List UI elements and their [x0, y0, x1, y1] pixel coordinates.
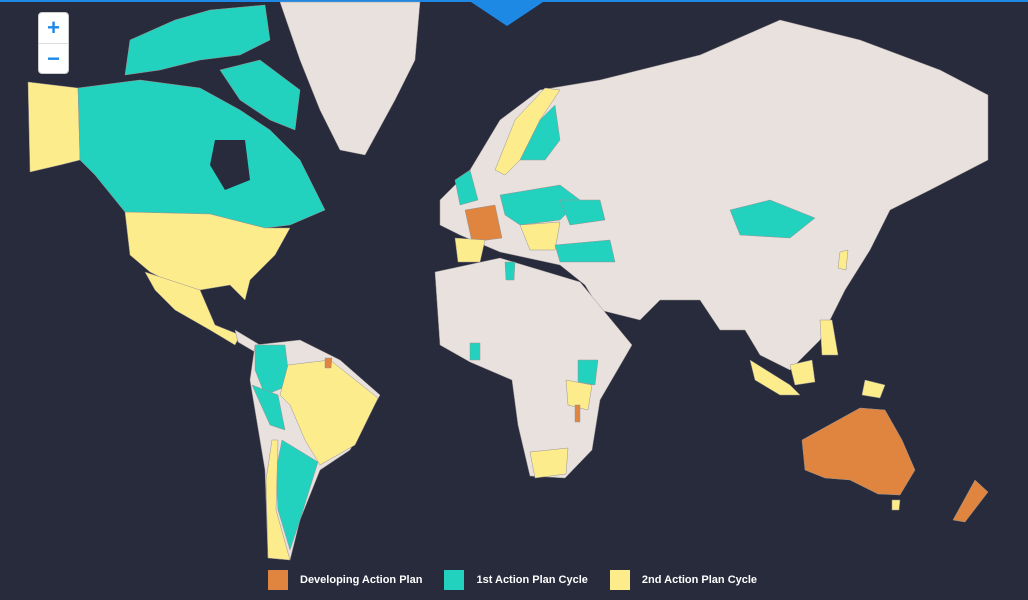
legend-item: Developing Action Plan	[268, 570, 422, 590]
tasmania	[891, 499, 901, 511]
africa	[434, 257, 633, 479]
ghana	[469, 342, 481, 361]
ukraine	[559, 199, 606, 226]
malawi	[574, 404, 581, 423]
central-europe	[499, 184, 581, 226]
legend-swatch	[268, 570, 288, 590]
guiana	[324, 357, 333, 369]
mongolia	[729, 199, 816, 239]
zoom-control: + −	[38, 12, 69, 74]
philippines	[819, 319, 839, 356]
legend-label: Developing Action Plan	[300, 574, 423, 586]
south-africa	[529, 447, 569, 479]
baffin	[219, 59, 301, 131]
brazil	[279, 359, 379, 466]
chile	[265, 439, 291, 561]
legend-item: 2nd Action Plan Cycle	[609, 570, 758, 590]
legend-label: 1st Action Plan Cycle	[476, 574, 588, 586]
canada	[77, 79, 326, 229]
borneo	[789, 359, 816, 386]
uk	[454, 169, 479, 206]
legend-swatch	[609, 570, 630, 590]
greenland	[279, 1, 421, 156]
spain	[454, 237, 486, 263]
france	[464, 204, 503, 243]
korea	[837, 249, 849, 271]
legend-item: 1st Action Plan Cycle	[444, 570, 588, 590]
usa	[124, 211, 291, 301]
hudson-bay	[210, 140, 250, 190]
legend-swatch	[444, 570, 465, 590]
balkans	[519, 221, 561, 251]
legend-label: 2nd Action Plan Cycle	[641, 574, 758, 586]
kenya	[577, 359, 599, 386]
norway	[494, 87, 561, 176]
png	[861, 379, 886, 399]
mexico	[144, 271, 241, 346]
arctic-islands	[124, 4, 271, 76]
indonesia	[749, 359, 801, 396]
australia	[801, 407, 916, 496]
zoom-in-button[interactable]: +	[39, 13, 68, 44]
tunisia	[504, 261, 516, 281]
zoom-out-button[interactable]: −	[47, 46, 60, 71]
new-zealand	[952, 479, 989, 523]
tanzania	[565, 379, 593, 411]
legend: Developing Action Plan 1st Action Plan Cy…	[268, 570, 779, 590]
eurasia	[439, 19, 989, 371]
colombia	[254, 344, 291, 396]
top-marker	[468, 0, 546, 26]
turkey	[554, 239, 616, 263]
alaska	[27, 81, 81, 173]
sweden	[519, 104, 561, 161]
peru	[251, 384, 286, 431]
